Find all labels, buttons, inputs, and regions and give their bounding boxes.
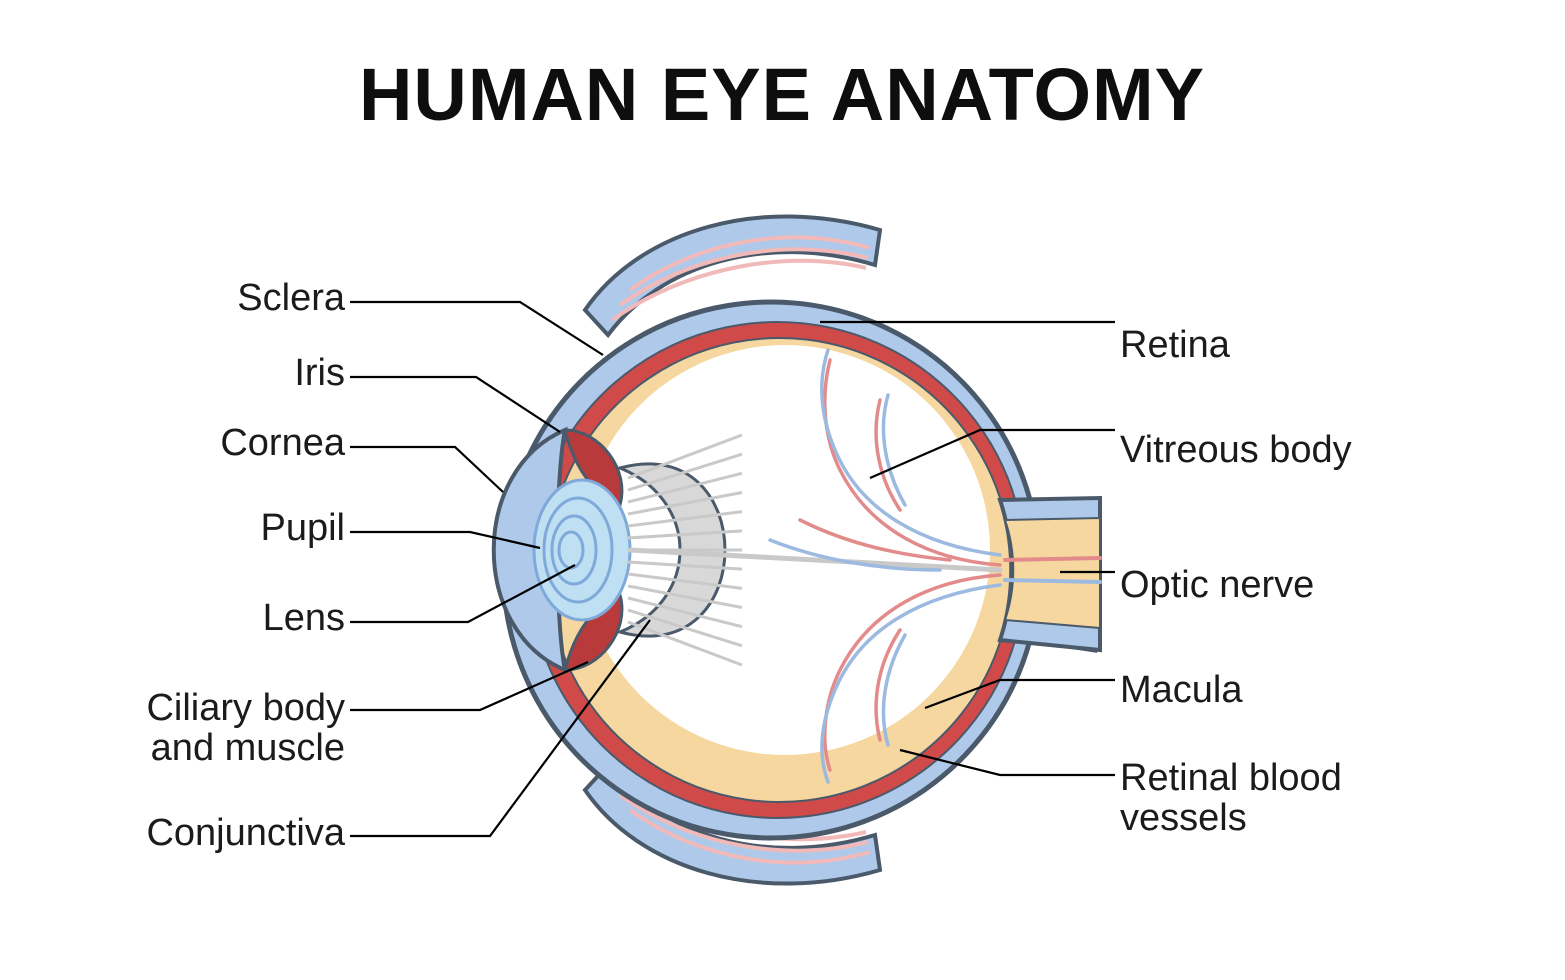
label-retina: Retina: [1120, 324, 1231, 366]
label-pupil: Pupil: [261, 507, 346, 549]
eye-anatomy-svg: HUMAN EYE ANATOMY: [0, 0, 1565, 980]
label-vessels: Retinal bloodvessels: [1120, 757, 1342, 839]
optic-nerve-shape: [1000, 498, 1100, 650]
eye-illustration: [494, 216, 1100, 883]
label-iris: Iris: [294, 352, 345, 394]
label-vitreous: Vitreous body: [1120, 429, 1352, 471]
label-conjunctiva: Conjunctiva: [146, 812, 345, 854]
label-ciliary: Ciliary bodyand muscle: [146, 687, 345, 769]
diagram-title: HUMAN EYE ANATOMY: [359, 53, 1205, 136]
label-lens: Lens: [263, 597, 345, 639]
label-macula: Macula: [1120, 669, 1243, 711]
label-cornea: Cornea: [220, 422, 345, 464]
label-sclera: Sclera: [237, 277, 346, 319]
diagram-stage: HUMAN EYE ANATOMY: [0, 0, 1565, 980]
lens-shape: [534, 480, 630, 620]
label-optic: Optic nerve: [1120, 564, 1314, 606]
